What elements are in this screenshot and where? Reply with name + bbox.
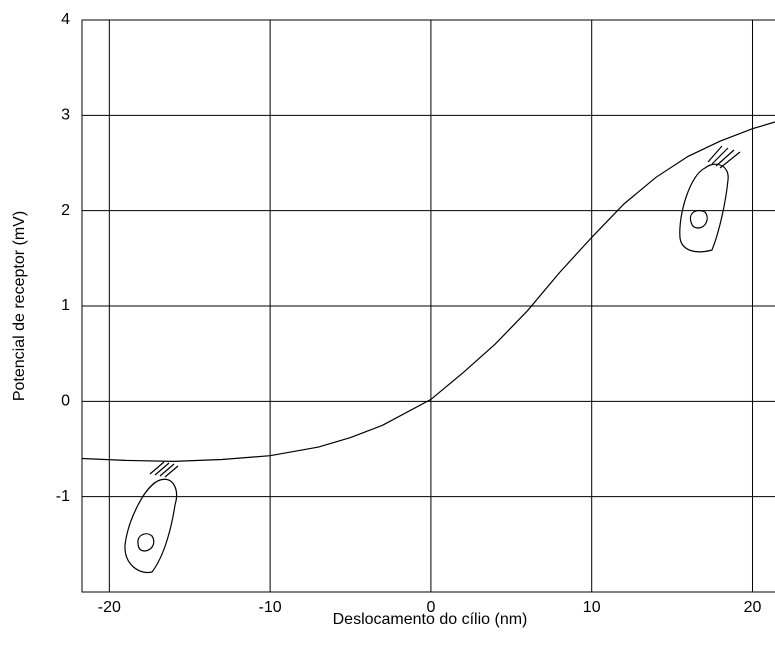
x-tick-label: 20 [744,599,762,616]
x-axis-label: Deslocamento do cílio (nm) [333,611,528,628]
y-tick-label: 2 [61,202,70,219]
hair-cell-left [124,461,179,574]
x-tick-label: 0 [426,599,435,616]
data-line [81,121,775,463]
y-tick-label: 3 [61,107,70,124]
y-tick-label: 0 [61,393,70,410]
x-tick-label: -20 [98,599,121,616]
hair-cell-right [679,145,741,253]
y-axis-label: Potencial de receptor (mV) [11,211,28,401]
y-tick-label: -1 [56,488,70,505]
y-tick-label: 1 [61,297,70,314]
x-tick-label: 10 [583,599,601,616]
x-tick-label: -10 [259,599,282,616]
y-tick-label: 4 [61,11,70,28]
